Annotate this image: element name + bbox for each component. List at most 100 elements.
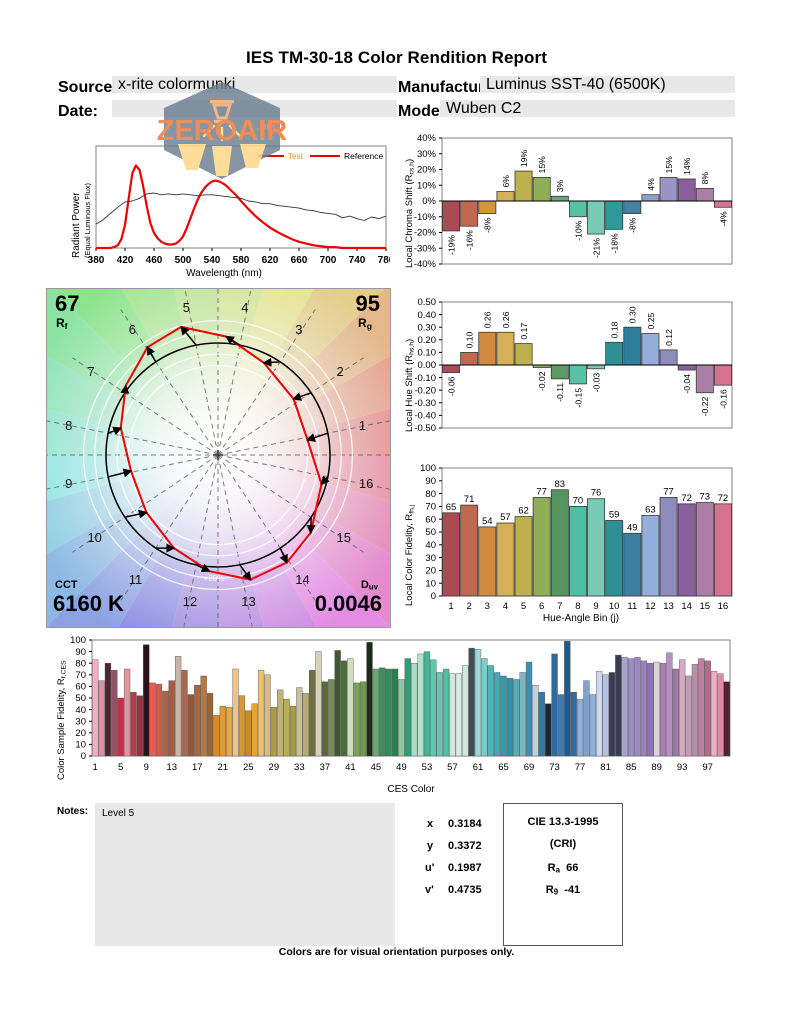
svg-text:2: 2 xyxy=(467,601,472,612)
svg-text:Reference: Reference xyxy=(344,151,383,161)
date-label: Date: xyxy=(58,103,99,120)
rf-label: Rf xyxy=(56,316,68,331)
svg-text:-0.16: -0.16 xyxy=(718,389,728,409)
svg-text:9: 9 xyxy=(144,762,149,773)
svg-text:0.30: 0.30 xyxy=(628,306,638,323)
svg-text:0.40: 0.40 xyxy=(418,310,437,321)
lcs-y-axis-text: Local Chroma Shift (R xyxy=(404,174,415,268)
cri-ra-row: Ra 66 xyxy=(504,862,622,875)
csf-y-axis-sub: f,CES xyxy=(60,660,68,679)
svg-text:-19%: -19% xyxy=(446,235,456,255)
svg-text:53: 53 xyxy=(422,762,433,773)
cri-r9-row: R9 -41 xyxy=(504,884,622,897)
lcs-y-axis-sub: cs,h xyxy=(408,162,416,175)
svg-text:50: 50 xyxy=(425,527,436,538)
notes-label: Notes: xyxy=(57,806,89,817)
duv-value: 0.0046 xyxy=(314,591,382,616)
cvg-bin-7: 7 xyxy=(87,363,95,379)
svg-text:16: 16 xyxy=(718,601,729,612)
svg-text:54: 54 xyxy=(482,516,493,527)
svg-text:740: 740 xyxy=(349,255,366,266)
svg-text:0.50: 0.50 xyxy=(418,297,437,308)
chromaticity-y-label: y xyxy=(427,840,434,852)
svg-text:9: 9 xyxy=(593,601,598,612)
cvg-bin-3: 3 xyxy=(295,322,303,338)
svg-text:20%: 20% xyxy=(417,165,437,176)
svg-text:-0.22: -0.22 xyxy=(700,397,710,417)
svg-text:40%: 40% xyxy=(417,133,437,144)
svg-text:71: 71 xyxy=(464,494,475,505)
chromaticity-vprime-label: v' xyxy=(425,884,434,896)
color-sample-fidelity-chart: Color Sample Fidelity, Rf,CES 0 10 20 30 40 5… xyxy=(46,632,736,797)
svg-text:100: 100 xyxy=(420,463,436,474)
svg-text:-30%: -30% xyxy=(414,243,437,254)
svg-text:5: 5 xyxy=(118,762,123,773)
svg-text:90: 90 xyxy=(75,647,86,658)
csf-y-axis-label: Color Sample Fidelity, Rf,CES xyxy=(56,660,68,780)
svg-text:6%: 6% xyxy=(501,175,511,188)
svg-text:80: 80 xyxy=(425,489,436,500)
chromaticity-x-label: x xyxy=(427,818,434,830)
svg-text:0.10: 0.10 xyxy=(418,348,437,359)
cct-label: CCT xyxy=(55,579,78,591)
svg-text:6: 6 xyxy=(539,601,544,612)
svg-text:540: 540 xyxy=(204,255,221,266)
svg-text:0.30: 0.30 xyxy=(418,322,437,333)
date-value[interactable] xyxy=(112,100,397,117)
rf-label-text: R xyxy=(56,316,65,330)
svg-text:10: 10 xyxy=(425,578,436,589)
svg-text:14%: 14% xyxy=(682,157,692,175)
csf-y-axis-text: Color Sample Fidelity, R xyxy=(56,678,67,780)
svg-text:65: 65 xyxy=(498,762,509,773)
notes-field[interactable]: Level 5 xyxy=(95,803,395,946)
svg-text:21: 21 xyxy=(218,762,229,773)
svg-text:81: 81 xyxy=(600,762,611,773)
cri-ra-sub: a xyxy=(555,865,560,875)
cvg-bin-14: 14 xyxy=(295,571,310,587)
svg-text:62: 62 xyxy=(518,506,529,517)
svg-text:70: 70 xyxy=(573,495,584,506)
manufacturer-value[interactable]: Luminus SST-40 (6500K) xyxy=(480,76,735,93)
lhs-y-axis-tail: ) xyxy=(404,338,415,342)
svg-text:-0.10: -0.10 xyxy=(414,373,436,384)
svg-text:0: 0 xyxy=(81,751,86,762)
svg-text:-16%: -16% xyxy=(465,230,475,250)
svg-text:8%: 8% xyxy=(700,172,710,185)
lcf-plot-area: 0102030405060708090100651712543574625776… xyxy=(420,463,733,612)
svg-text:10: 10 xyxy=(609,601,620,612)
cvg-bin-15: 15 xyxy=(336,530,352,546)
svg-text:80: 80 xyxy=(75,658,86,669)
svg-text:40: 40 xyxy=(75,705,86,716)
duv-label: Duv xyxy=(361,579,378,592)
svg-text:500: 500 xyxy=(175,255,192,266)
svg-text:5: 5 xyxy=(521,601,526,612)
svg-text:89: 89 xyxy=(651,762,662,773)
csf-x-axis-label: CES Color xyxy=(387,784,435,795)
lcs-plot-area: -40% -30% -20% -10% 0% 10% 20% 30% 40% -19% -16% -8… xyxy=(414,133,733,270)
svg-text:73: 73 xyxy=(549,762,560,773)
footnote: Colors are for visual orientation purpos… xyxy=(278,946,515,958)
cri-r9-label: R xyxy=(545,884,554,896)
svg-text:8: 8 xyxy=(575,601,580,612)
svg-text:57: 57 xyxy=(447,762,458,773)
svg-text:4: 4 xyxy=(503,601,508,612)
model-value[interactable]: Wuben C2 xyxy=(440,100,735,117)
svg-text:20: 20 xyxy=(425,566,436,577)
lhs-y-axis-label: Local Hue Shift (Rhs,h) xyxy=(404,339,416,432)
svg-text:77: 77 xyxy=(536,486,547,497)
source-value[interactable]: x-rite colormunki xyxy=(112,76,397,93)
svg-text:72: 72 xyxy=(718,493,729,504)
svg-text:13: 13 xyxy=(663,601,674,612)
svg-text:+20%: +20% xyxy=(204,574,225,583)
svg-text:-0.11: -0.11 xyxy=(555,383,565,402)
color-vector-plot: +20% xyxy=(47,289,390,627)
svg-text:0.26: 0.26 xyxy=(483,311,493,328)
svg-text:3: 3 xyxy=(485,601,490,612)
svg-text:460: 460 xyxy=(146,255,163,266)
duv-label-text: D xyxy=(360,579,369,591)
svg-text:0.17: 0.17 xyxy=(519,323,529,340)
svg-text:-4%: -4% xyxy=(718,211,728,227)
manufacturer-label: Manufacturer: xyxy=(398,79,505,96)
svg-text:420: 420 xyxy=(117,255,134,266)
